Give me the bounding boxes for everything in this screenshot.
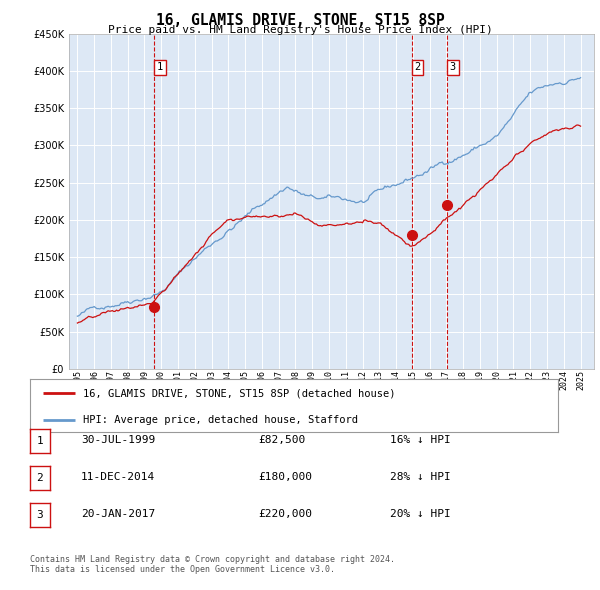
Text: 2: 2	[415, 62, 421, 72]
Text: 16, GLAMIS DRIVE, STONE, ST15 8SP: 16, GLAMIS DRIVE, STONE, ST15 8SP	[155, 13, 445, 28]
Text: 11-DEC-2014: 11-DEC-2014	[81, 472, 155, 481]
Text: £220,000: £220,000	[258, 509, 312, 519]
Text: £180,000: £180,000	[258, 472, 312, 481]
Text: 3: 3	[37, 510, 43, 520]
Text: 1: 1	[37, 436, 43, 445]
Text: 20% ↓ HPI: 20% ↓ HPI	[390, 509, 451, 519]
Text: HPI: Average price, detached house, Stafford: HPI: Average price, detached house, Staf…	[83, 415, 358, 425]
Text: 30-JUL-1999: 30-JUL-1999	[81, 435, 155, 444]
Text: Contains HM Land Registry data © Crown copyright and database right 2024.
This d: Contains HM Land Registry data © Crown c…	[30, 555, 395, 574]
Text: 16, GLAMIS DRIVE, STONE, ST15 8SP (detached house): 16, GLAMIS DRIVE, STONE, ST15 8SP (detac…	[83, 388, 395, 398]
Text: 28% ↓ HPI: 28% ↓ HPI	[390, 472, 451, 481]
Text: 1: 1	[157, 62, 163, 72]
Text: 20-JAN-2017: 20-JAN-2017	[81, 509, 155, 519]
Text: Price paid vs. HM Land Registry's House Price Index (HPI): Price paid vs. HM Land Registry's House …	[107, 25, 493, 35]
Text: £82,500: £82,500	[258, 435, 305, 444]
Text: 16% ↓ HPI: 16% ↓ HPI	[390, 435, 451, 444]
Text: 2: 2	[37, 473, 43, 483]
Text: 3: 3	[450, 62, 456, 72]
